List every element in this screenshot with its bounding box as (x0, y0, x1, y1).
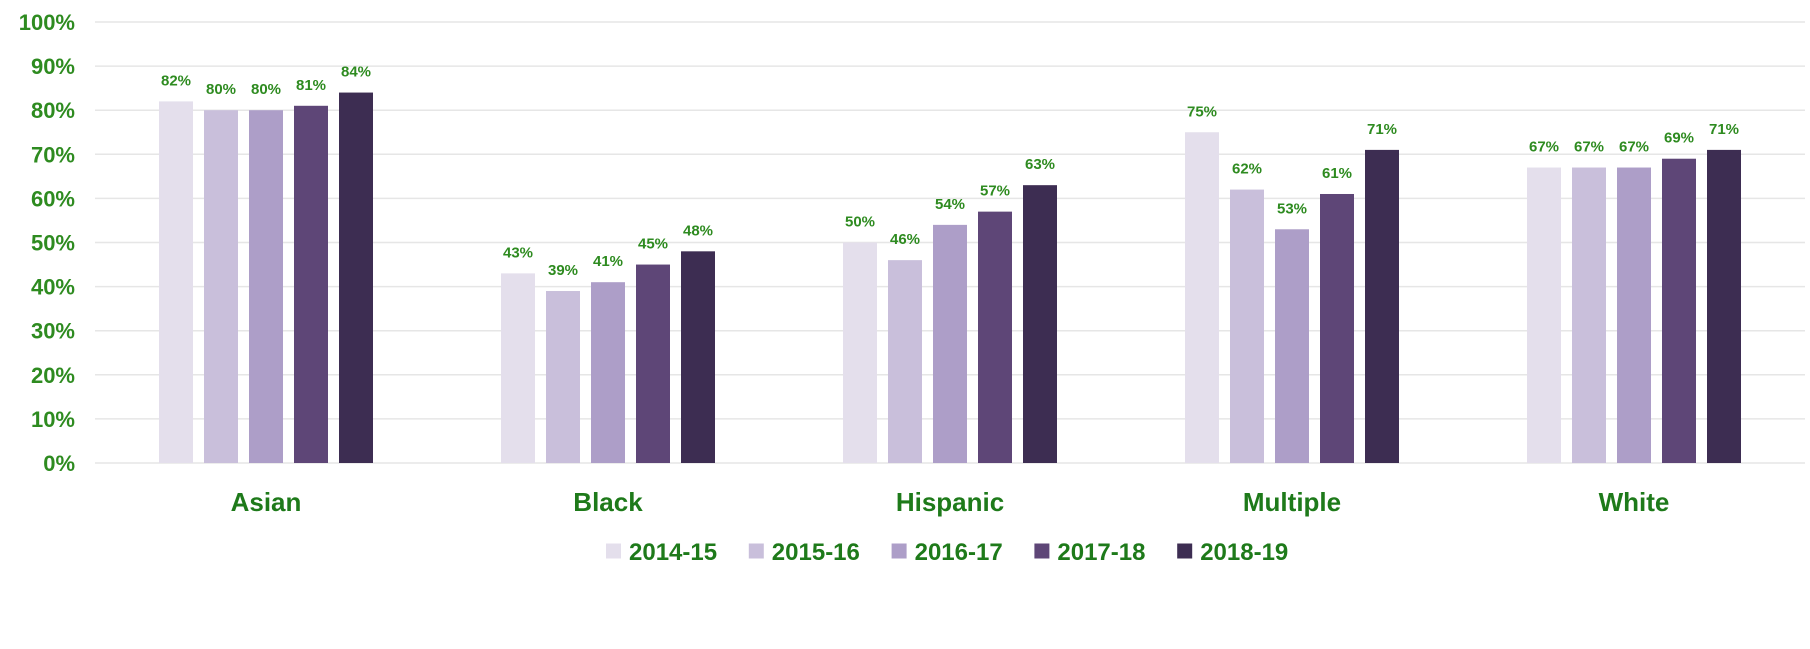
data-label: 71% (1709, 121, 1739, 138)
data-label: 54% (935, 196, 965, 213)
data-label: 67% (1529, 139, 1559, 156)
bar-black-2014-15 (501, 273, 535, 463)
bar-black-2017-18 (636, 264, 670, 463)
y-tick-label: 100% (19, 10, 75, 35)
data-label: 82% (161, 72, 191, 89)
bar-multiple-2018-19 (1365, 149, 1399, 463)
data-label: 80% (206, 81, 236, 98)
bar-black-2016-17 (591, 282, 625, 463)
legend-item-2015-16[interactable]: 2015-16 (748, 539, 860, 566)
data-label: 39% (548, 262, 578, 279)
legend-item-2018-19[interactable]: 2018-19 (1177, 539, 1288, 566)
bar-hispanic-2017-18 (978, 211, 1012, 463)
legend-item-2014-15[interactable]: 2014-15 (606, 539, 717, 566)
legend-item-2016-17[interactable]: 2016-17 (891, 539, 1003, 566)
bar-multiple-2014-15 (1185, 132, 1219, 463)
y-tick-label: 0% (43, 451, 75, 476)
y-tick-label: 60% (31, 186, 75, 211)
category-label-black: Black (573, 487, 643, 517)
data-label: 67% (1574, 139, 1604, 156)
data-labels: 82% 80% 80% 81% 84% 43% 39% 41% 45% 48% 50% 46% 54% 5… (161, 64, 1739, 279)
data-label: 69% (1664, 130, 1694, 147)
bar-asian-2016-17 (249, 110, 283, 463)
y-tick-label: 70% (31, 142, 75, 167)
data-label: 67% (1619, 139, 1649, 156)
legend-label: 2017-18 (1057, 539, 1145, 566)
y-tick-label: 80% (31, 98, 75, 123)
bar-hispanic-2016-17 (933, 224, 967, 463)
data-label: 84% (341, 64, 371, 81)
bar-asian-2015-16 (204, 110, 238, 463)
legend-label: 2018-19 (1200, 539, 1288, 566)
bar-white-2016-17 (1617, 167, 1651, 463)
bar-asian-2014-15 (159, 101, 193, 463)
legend-swatch (891, 543, 907, 559)
y-tick-label: 20% (31, 363, 75, 388)
bar-multiple-2016-17 (1275, 229, 1309, 463)
bar-hispanic-2014-15 (843, 242, 877, 463)
bar-white-2015-16 (1572, 167, 1606, 463)
legend-swatch (1034, 543, 1050, 559)
legend-item-2017-18[interactable]: 2017-18 (1034, 539, 1145, 566)
data-label: 43% (503, 244, 533, 261)
bar-multiple-2017-18 (1320, 193, 1354, 464)
bar-white-2017-18 (1662, 158, 1696, 463)
legend-label: 2015-16 (772, 539, 860, 566)
y-tick-label: 30% (31, 319, 75, 344)
data-label: 45% (638, 236, 668, 253)
bar-black-2018-19 (681, 251, 715, 463)
bar-asian-2018-19 (339, 92, 373, 463)
bar-white-2014-15 (1527, 167, 1561, 463)
category-label-hispanic: Hispanic (896, 487, 1004, 517)
legend[interactable]: 2014-15 2015-16 2016-17 2017-18 2018-19 (606, 539, 1288, 566)
category-label-asian: Asian (231, 487, 302, 517)
bars (159, 92, 1741, 464)
data-label: 75% (1187, 103, 1217, 120)
y-tick-label: 90% (31, 54, 75, 79)
data-label: 61% (1322, 165, 1352, 182)
legend-swatch (606, 543, 621, 559)
data-label: 63% (1025, 156, 1055, 173)
y-tick-label: 40% (31, 275, 75, 300)
data-label: 57% (980, 183, 1010, 200)
bar-white-2018-19 (1707, 149, 1741, 463)
bar-black-2015-16 (546, 291, 580, 463)
legend-label: 2014-15 (629, 539, 717, 566)
legend-swatch (748, 543, 764, 559)
x-axis-category-labels: Asian Black Hispanic Multiple White (231, 487, 1670, 517)
data-label: 50% (845, 214, 875, 231)
y-tick-label: 50% (31, 231, 75, 256)
bar-multiple-2015-16 (1230, 189, 1264, 463)
data-label: 71% (1367, 121, 1397, 138)
bar-hispanic-2018-19 (1023, 185, 1057, 464)
y-tick-label: 10% (31, 407, 75, 432)
data-label: 81% (296, 77, 326, 94)
legend-label: 2016-17 (915, 539, 1003, 566)
legend-swatch (1177, 543, 1193, 559)
bar-asian-2017-18 (294, 105, 328, 463)
category-label-multiple: Multiple (1243, 487, 1341, 517)
data-label: 53% (1277, 200, 1307, 217)
y-axis-tick-labels: 0% 10% 20% 30% 40% 50% 60% 70% 80% 90% 100% (19, 10, 75, 476)
bar-hispanic-2015-16 (888, 260, 922, 463)
data-label: 41% (593, 253, 623, 270)
data-label: 62% (1232, 161, 1262, 178)
data-label: 48% (683, 222, 713, 239)
data-label: 80% (251, 81, 281, 98)
category-label-white: White (1599, 487, 1670, 517)
data-label: 46% (890, 231, 920, 248)
